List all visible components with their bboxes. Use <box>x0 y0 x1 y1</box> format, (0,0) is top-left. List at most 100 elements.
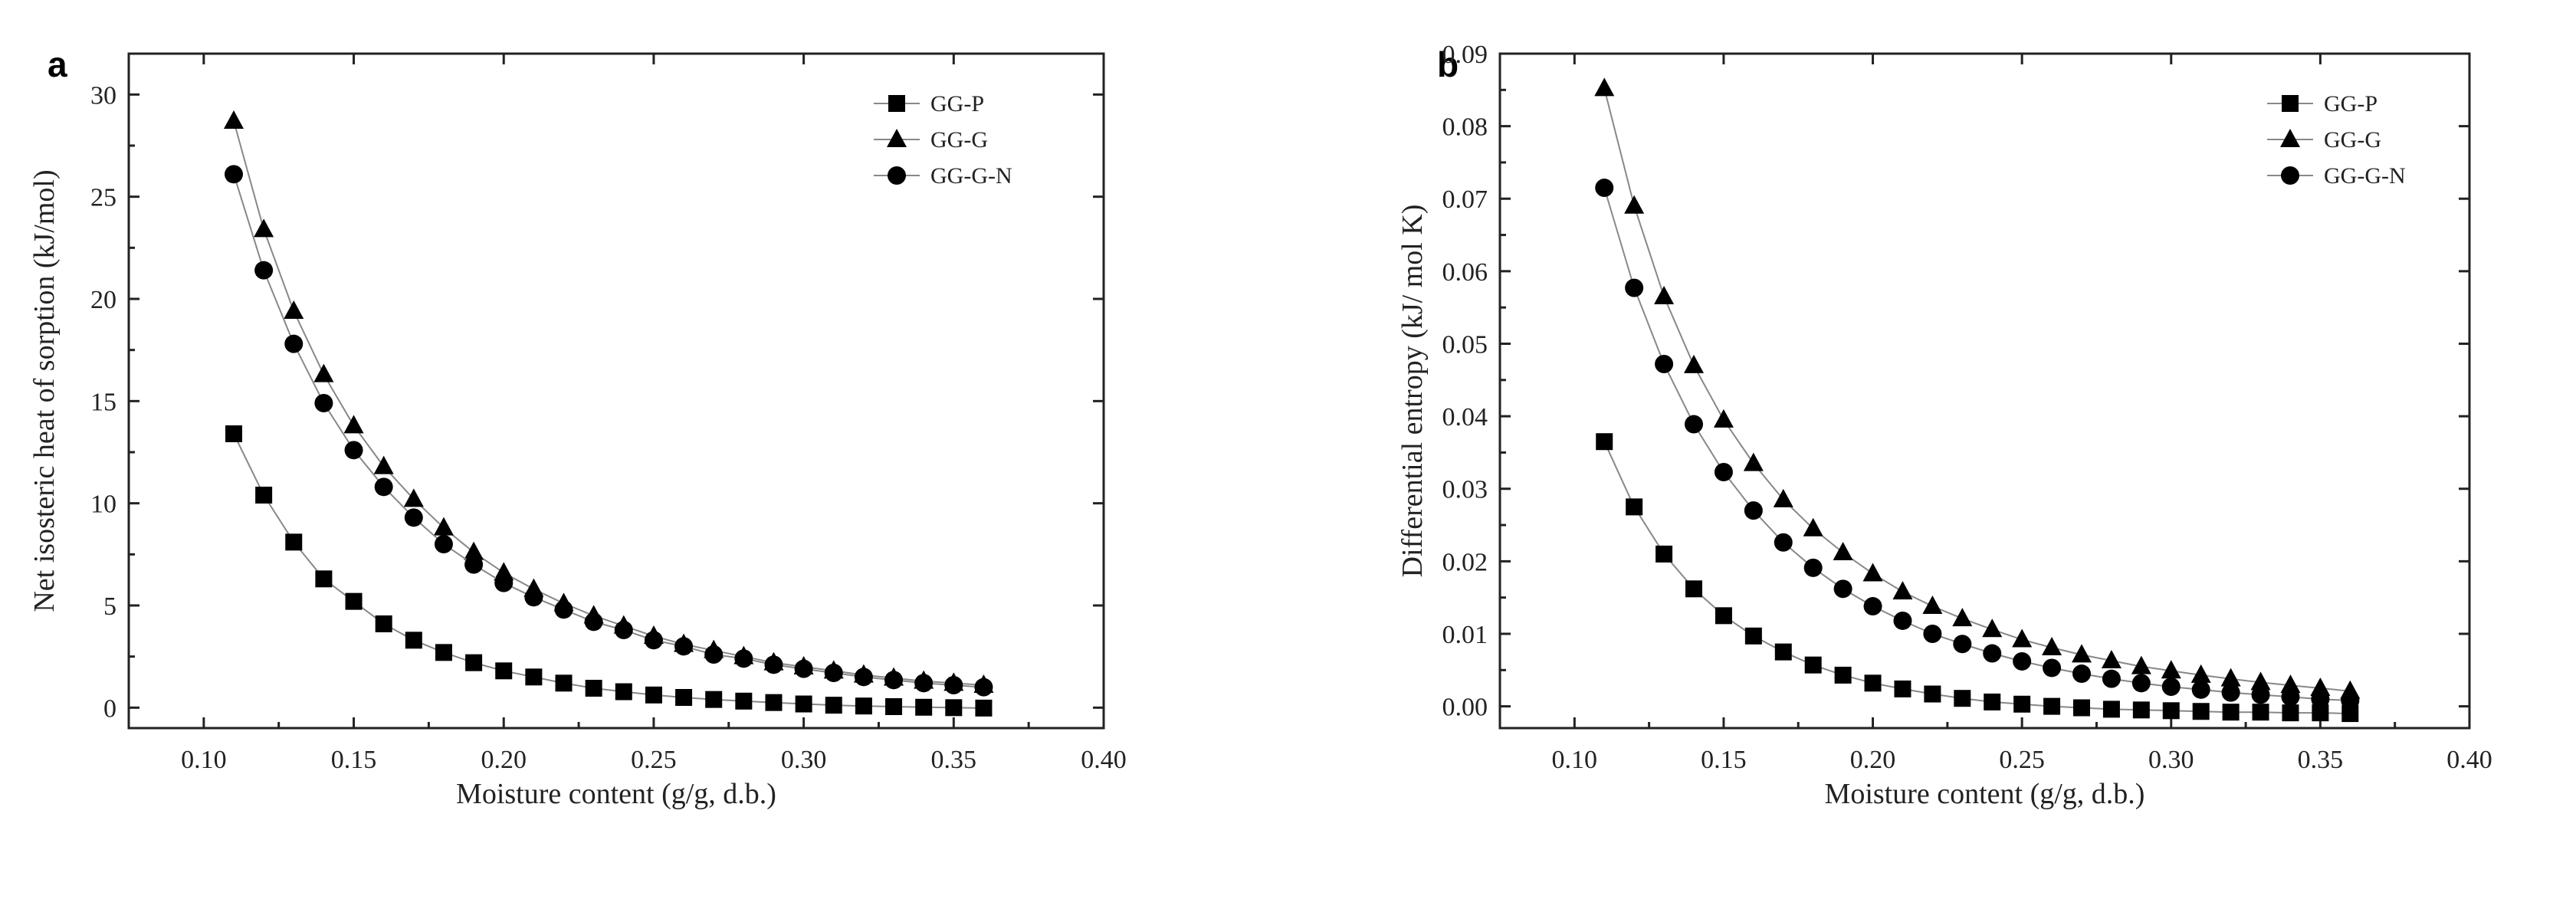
data-point <box>855 697 872 714</box>
data-point <box>524 588 543 606</box>
data-point <box>1833 542 1853 560</box>
data-point <box>764 655 783 674</box>
series-gg-p <box>225 425 992 717</box>
data-point <box>2162 678 2181 696</box>
data-point <box>2341 691 2359 710</box>
data-point <box>405 508 423 527</box>
data-point <box>1594 77 1614 96</box>
data-point <box>525 668 542 685</box>
data-point <box>1715 463 1733 481</box>
data-point <box>405 632 422 648</box>
data-point <box>315 570 332 587</box>
data-point <box>975 700 992 717</box>
data-point <box>1624 195 1644 214</box>
legend-label: GG-G-N <box>2324 163 2406 189</box>
data-point <box>2012 629 2032 648</box>
x-tick-label: 0.15 <box>1701 746 1747 774</box>
y-tick-label: 10 <box>90 491 116 519</box>
data-point <box>2252 685 2270 704</box>
y-tick-label: 0.04 <box>1442 403 1488 431</box>
data-point <box>915 699 932 716</box>
series-gg-g-n <box>225 165 993 696</box>
data-point <box>2103 700 2120 717</box>
data-point <box>1865 674 1882 691</box>
data-point <box>435 644 452 661</box>
data-point <box>313 364 333 382</box>
data-point <box>1744 501 1763 520</box>
data-point <box>645 687 662 704</box>
y-tick-label: 0.09 <box>1442 41 1488 69</box>
data-point <box>1625 279 1643 297</box>
data-point <box>674 637 693 655</box>
data-point <box>2163 702 2180 719</box>
data-point <box>675 689 692 706</box>
data-point <box>734 649 753 668</box>
data-point <box>1654 286 1674 304</box>
y-tick-label: 0 <box>103 694 116 723</box>
y-tick-label: 15 <box>90 388 116 416</box>
data-point <box>1595 179 1613 197</box>
data-point <box>1984 694 2000 710</box>
data-point <box>284 300 304 319</box>
series-gg-g <box>1594 77 2360 698</box>
data-point <box>495 662 512 679</box>
data-point <box>2222 684 2240 702</box>
data-point <box>1596 433 1613 450</box>
data-point <box>2311 690 2329 708</box>
data-point <box>254 261 273 280</box>
data-point <box>2132 674 2151 692</box>
data-point <box>1834 579 1852 598</box>
data-point <box>1863 563 1883 581</box>
x-tick-label: 0.20 <box>481 746 527 774</box>
y-axis-title: Differential entropy (kJ/ mol K) <box>1396 205 1429 578</box>
y-tick-label: 5 <box>103 592 116 621</box>
data-point <box>645 631 663 649</box>
y-tick-label: 20 <box>90 286 116 314</box>
data-point <box>705 691 722 708</box>
data-point <box>2073 700 2090 717</box>
y-tick-label: 0.08 <box>1442 113 1488 142</box>
data-point <box>2043 658 2061 677</box>
data-point <box>1922 596 1942 614</box>
x-tick-label: 0.25 <box>631 746 677 774</box>
data-point <box>1892 581 1912 599</box>
data-point <box>1952 608 1972 626</box>
legend-label: GG-G-N <box>930 163 1012 189</box>
data-point <box>1715 607 1732 624</box>
data-point <box>2253 704 2269 720</box>
legend-marker <box>2282 95 2299 112</box>
data-point <box>1655 355 1673 373</box>
data-point <box>1656 546 1672 563</box>
y-tick-label: 0.06 <box>1442 258 1488 287</box>
data-point <box>1745 628 1762 645</box>
data-point <box>1804 559 1823 577</box>
legend-marker <box>888 166 906 185</box>
data-point <box>2013 696 2030 713</box>
data-point <box>1684 355 1704 373</box>
data-point <box>2282 704 2299 721</box>
data-point <box>225 165 243 183</box>
data-point <box>2133 701 2150 718</box>
legend-label: GG-P <box>2324 91 2377 116</box>
data-point <box>464 556 483 574</box>
data-point <box>375 477 393 496</box>
data-point <box>1864 597 1882 615</box>
fit-curve <box>234 434 983 708</box>
data-point <box>1954 690 1971 707</box>
data-point <box>2072 664 2091 683</box>
data-point <box>944 676 963 694</box>
data-point <box>1982 618 2002 637</box>
series-gg-p <box>1596 433 2358 722</box>
fit-curve <box>1604 441 2350 714</box>
legend-marker <box>887 129 907 147</box>
data-point <box>465 655 482 671</box>
series-gg-g <box>224 110 993 693</box>
data-point <box>1953 635 1971 653</box>
data-point <box>2043 698 2060 715</box>
legend-marker <box>888 95 905 112</box>
data-point <box>1893 612 1911 630</box>
data-point <box>1923 625 1941 643</box>
x-tick-label: 0.25 <box>1999 746 2045 774</box>
x-tick-label: 0.20 <box>1850 746 1896 774</box>
data-point <box>1775 644 1792 661</box>
